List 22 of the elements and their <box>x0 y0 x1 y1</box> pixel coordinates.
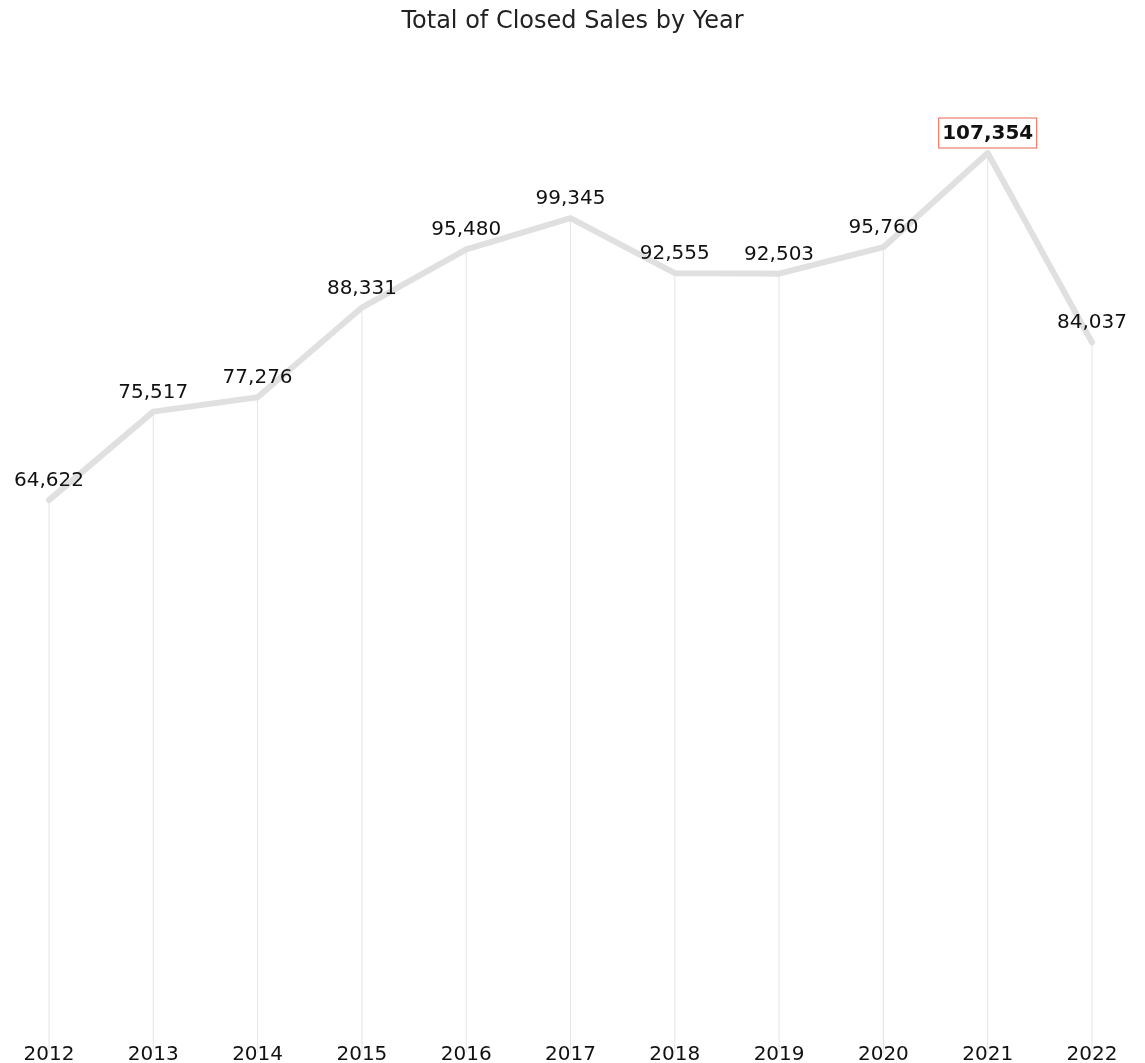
x-tick-label: 2019 <box>753 1041 805 1063</box>
data-label: 95,760 <box>848 214 919 239</box>
x-tick-label: 2018 <box>649 1041 701 1063</box>
x-tick-label: 2021 <box>962 1041 1014 1063</box>
x-tick-label: 2020 <box>857 1041 909 1063</box>
x-tick-label: 2013 <box>127 1041 179 1063</box>
data-label: 92,555 <box>639 240 710 265</box>
chart-title: Total of Closed Sales by Year <box>400 6 744 34</box>
x-tick-label: 2015 <box>336 1041 388 1063</box>
data-label: 92,503 <box>744 240 815 265</box>
data-label: 84,037 <box>1057 309 1127 334</box>
data-label: 75,517 <box>118 378 189 403</box>
data-label: 88,331 <box>326 274 397 299</box>
x-tick-label: 2014 <box>232 1041 284 1063</box>
data-label: 77,276 <box>222 364 293 389</box>
x-tick-label: 2012 <box>23 1041 75 1063</box>
x-tick-label: 2017 <box>545 1041 596 1063</box>
x-tick-label: 2016 <box>440 1041 492 1063</box>
data-label: 99,345 <box>535 185 606 210</box>
x-tick-label: 2022 <box>1066 1041 1118 1063</box>
data-label: 64,622 <box>14 467 84 492</box>
data-label: 95,480 <box>431 216 502 241</box>
